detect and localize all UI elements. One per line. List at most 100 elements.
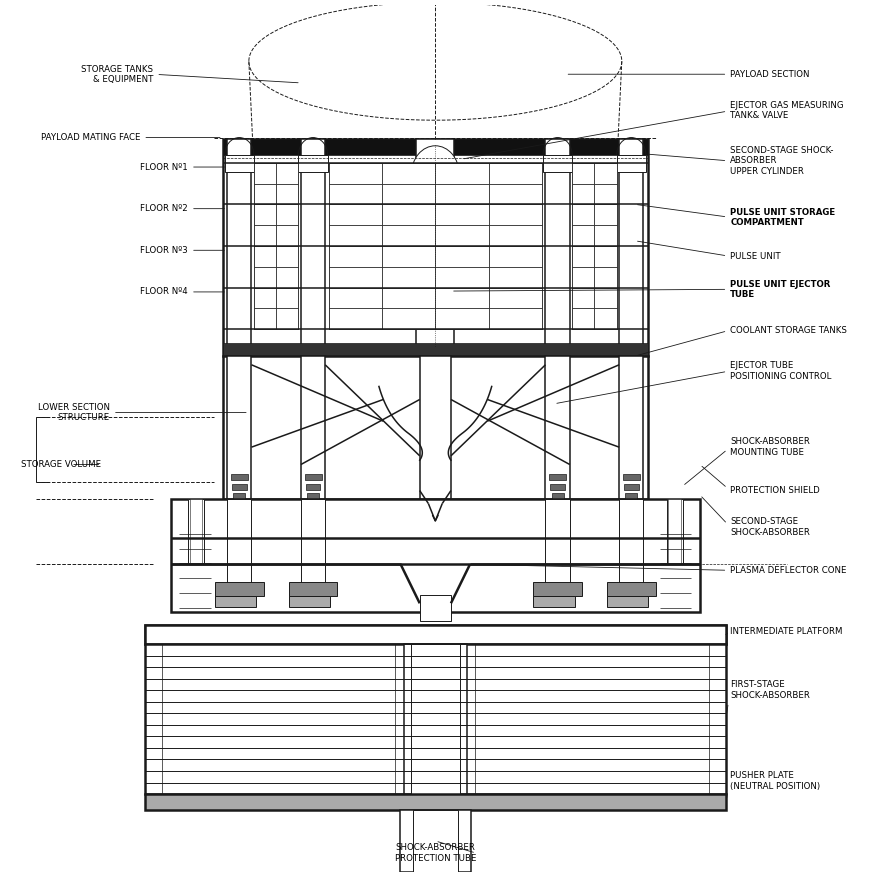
Bar [667,499,682,564]
Text: SHOCK-ABSORBER
MOUNTING TUBE: SHOCK-ABSORBER MOUNTING TUBE [685,438,810,484]
Bar [623,474,640,481]
Text: FLOOR Nº1: FLOOR Nº1 [140,162,225,172]
Bar [254,288,298,329]
Bar [382,288,435,309]
Text: LOWER SECTION
STRUCTURE: LOWER SECTION STRUCTURE [38,403,246,422]
Bar [254,246,276,267]
Bar [329,204,542,246]
Bar [619,356,644,499]
Bar [189,499,203,564]
Bar [545,356,570,499]
Bar [382,267,435,288]
Bar [400,809,471,872]
Bar [435,225,488,246]
Bar [573,204,595,225]
Bar [329,309,382,329]
Bar [254,309,276,329]
Bar [545,499,570,593]
Bar [573,246,595,267]
Bar [276,204,298,225]
Bar [435,288,488,309]
Bar [382,204,435,225]
Bar [233,493,246,499]
Bar [382,183,435,204]
Bar [145,625,726,644]
Bar [573,246,617,288]
Text: COOLANT STORAGE TANKS: COOLANT STORAGE TANKS [638,325,847,355]
Bar [382,246,435,267]
Text: PLASMA DEFLECTOR CONE: PLASMA DEFLECTOR CONE [473,564,846,574]
Bar [307,493,319,499]
Bar [382,309,435,329]
Bar [413,809,458,872]
Bar [276,288,298,309]
Bar [329,267,382,288]
Bar [276,309,298,329]
Bar [254,163,298,204]
Bar [254,225,276,246]
Bar [254,288,276,309]
Bar [301,356,325,499]
Bar [254,163,276,183]
Bar [573,267,595,288]
Text: FIRST-STAGE
SHOCK-ABSORBER: FIRST-STAGE SHOCK-ABSORBER [726,681,810,717]
Bar [304,474,322,481]
Bar [619,139,644,356]
Bar [595,309,617,329]
Text: PROTECTION SHIELD: PROTECTION SHIELD [702,467,820,495]
Bar [329,163,382,183]
Bar [549,474,567,481]
Bar [420,356,451,499]
Bar [189,499,203,564]
Bar [223,139,648,356]
Bar [227,139,252,356]
Bar [595,225,617,246]
Bar [595,288,617,309]
Bar [276,163,298,183]
Text: SECOND-STAGE
SHOCK-ABSORBER: SECOND-STAGE SHOCK-ABSORBER [702,497,810,537]
Bar [551,483,565,490]
Bar [329,246,542,288]
Text: PULSE UNIT EJECTOR
TUBE: PULSE UNIT EJECTOR TUBE [453,280,831,299]
Text: PULSE UNIT STORAGE
COMPARTMENT: PULSE UNIT STORAGE COMPARTMENT [638,204,835,227]
Bar [573,288,617,329]
Bar [254,183,276,204]
Bar [573,163,595,183]
Bar [254,246,298,288]
Bar [573,183,595,204]
Bar [329,204,382,225]
Text: STORAGE VOLUME: STORAGE VOLUME [21,460,102,469]
Bar [223,356,648,499]
Bar [223,343,648,356]
Bar [276,246,298,267]
Bar [227,356,252,499]
Bar [232,483,246,490]
Bar [301,139,325,356]
Bar [231,474,248,481]
Bar [435,246,488,267]
Bar [488,246,542,267]
Bar [223,139,648,155]
Bar [225,155,253,172]
Bar [417,139,454,356]
Bar [276,225,298,246]
Bar [420,595,451,621]
Bar [382,163,435,183]
Bar [595,183,617,204]
Bar [435,163,488,183]
Bar [254,267,276,288]
Bar [533,582,582,596]
Bar [301,499,325,593]
Bar [329,288,382,309]
Bar [619,499,644,593]
Bar [382,225,435,246]
Bar [595,246,617,267]
Text: PAYLOAD SECTION: PAYLOAD SECTION [568,70,809,79]
Bar [668,499,681,564]
Text: INTERMEDIATE PLATFORM: INTERMEDIATE PLATFORM [726,626,843,636]
Bar [404,644,467,794]
Bar [227,499,252,593]
Bar [607,582,656,596]
Bar [145,794,726,809]
Text: SHOCK-ABSORBER
PROTECTION TUBE: SHOCK-ABSORBER PROTECTION TUBE [395,842,476,863]
